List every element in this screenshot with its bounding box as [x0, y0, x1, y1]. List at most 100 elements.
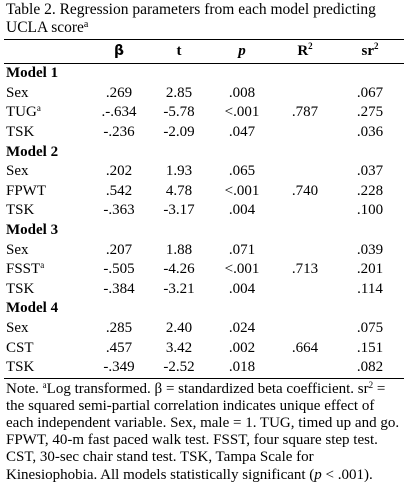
cell-beta: .285 — [105, 320, 133, 337]
table-row: FSSTa -.505 -4.26 <.001 .713 .201 — [4, 260, 404, 280]
cell-t: 1.88 — [165, 241, 193, 258]
model-heading-row: Model 2 — [4, 142, 404, 162]
cell-r2: .740 — [291, 182, 319, 199]
cell-r2 — [274, 319, 336, 339]
cell-r2 — [274, 240, 336, 260]
cell-p: .004 — [228, 280, 256, 297]
header-p: p — [238, 43, 246, 59]
table-row: TSK -.384 -3.21 .004 .114 — [4, 280, 404, 300]
table-caption: Table 2. Regression parameters from each… — [6, 1, 376, 36]
cell-p: <.001 — [224, 261, 260, 278]
header-beta: β — [113, 43, 125, 59]
cell-p: .065 — [228, 163, 256, 180]
cell-sr2: .228 — [356, 182, 384, 199]
variable-footnote-mark: a — [36, 103, 41, 114]
table-row: Sex .207 1.88 .071 .039 — [4, 240, 404, 260]
cell-p: <.001 — [224, 104, 260, 121]
cell-beta: -.363 — [103, 202, 135, 219]
cell-sr2: .151 — [356, 339, 384, 356]
cell-variable: FSSTa — [6, 260, 45, 278]
table-body: Model 1 Sex .269 2.85 .008 .067 TUGa .-.634 -5.7… — [4, 64, 404, 379]
model-title: Model 1 — [6, 65, 59, 82]
cell-r2: .713 — [291, 261, 319, 278]
cell-variable: Sex — [6, 241, 29, 258]
cell-t: -4.26 — [163, 261, 195, 278]
cell-t: -2.09 — [163, 124, 195, 141]
cell-p: .071 — [228, 241, 256, 258]
cell-sr2: .036 — [356, 124, 384, 141]
cell-sr2: .082 — [336, 357, 404, 379]
header-r2: R2 — [297, 41, 313, 60]
cell-p: .002 — [228, 339, 256, 356]
model-heading-row: Model 4 — [4, 299, 404, 319]
cell-sr2: .201 — [356, 261, 384, 278]
table-row: Sex .202 1.93 .065 .037 — [4, 162, 404, 182]
table-row: TSK -.236 -2.09 .047 .036 — [4, 123, 404, 143]
cell-beta: .202 — [105, 163, 133, 180]
cell-beta: .542 — [105, 182, 133, 199]
cell-sr2: .067 — [356, 84, 384, 101]
cell-variable: TSK — [6, 280, 35, 297]
variable-footnote-mark: a — [40, 260, 45, 271]
cell-r2 — [274, 162, 336, 182]
cell-beta: -.236 — [103, 124, 135, 141]
cell-beta: .269 — [105, 84, 133, 101]
cell-beta: -.349 — [90, 357, 148, 379]
header-sr2: sr2 — [361, 41, 379, 60]
table-row: FPWT .542 4.78 <.001 .740 .228 — [4, 182, 404, 202]
cell-t: 4.78 — [165, 182, 193, 199]
table-row: Sex .285 2.40 .024 .075 — [4, 319, 404, 339]
cell-variable: Sex — [6, 163, 29, 180]
model-title: Model 4 — [6, 300, 59, 317]
cell-r2: .787 — [291, 104, 319, 121]
cell-beta: .-.634 — [101, 104, 137, 121]
cell-p: .008 — [228, 84, 256, 101]
cell-sr2: .114 — [357, 280, 383, 297]
cell-variable: TSK — [6, 124, 35, 141]
cell-variable: FPWT — [6, 182, 47, 199]
cell-p: .004 — [228, 202, 256, 219]
cell-r2 — [274, 357, 336, 379]
cell-r2: .664 — [291, 339, 319, 356]
cell-variable: TSK — [6, 202, 35, 219]
cell-r2 — [274, 84, 336, 104]
regression-table: β t p R2 sr2 Model 1 Sex .269 2.85 .008 .067 T… — [4, 39, 404, 379]
cell-sr2: .075 — [356, 320, 384, 337]
cell-p: .024 — [228, 320, 256, 337]
cell-beta: -.505 — [103, 261, 135, 278]
cell-t: 1.93 — [165, 163, 193, 180]
cell-t: -3.21 — [163, 280, 195, 297]
model-heading-row: Model 3 — [4, 221, 404, 241]
cell-r2 — [274, 201, 336, 221]
table-row: TSK -.349 -2.52.018 .082 — [4, 357, 404, 379]
table-row: TUGa .-.634 -5.78 <.001 .787 .275 — [4, 103, 404, 123]
header-variable — [4, 40, 90, 64]
cell-variable: CST — [6, 339, 34, 356]
model-heading-row: Model 1 — [4, 64, 404, 84]
cell-beta: .457 — [105, 339, 133, 356]
cell-beta: .207 — [105, 241, 133, 258]
table-row: CST .457 3.42 .002 .664 .151 — [4, 338, 404, 358]
cell-p: .018 — [210, 357, 274, 379]
cell-variable: TUGa — [6, 103, 41, 121]
cell-sr2: .100 — [356, 202, 384, 219]
cell-r2 — [274, 280, 336, 300]
model-title: Model 2 — [6, 143, 59, 160]
regression-table-figure: Table 2. Regression parameters from each… — [4, 1, 404, 484]
cell-beta: -.384 — [103, 280, 135, 297]
table-note: Note. aLog transformed. β = standardized… — [6, 379, 400, 483]
cell-t: -2.52 — [148, 357, 210, 379]
cell-t: -5.78 — [163, 104, 195, 121]
cell-p: .047 — [228, 124, 256, 141]
cell-sr2: .037 — [356, 163, 384, 180]
cell-variable: Sex — [6, 84, 29, 101]
cell-t: 2.40 — [165, 320, 193, 337]
model-title: Model 3 — [6, 222, 59, 239]
cell-r2 — [274, 123, 336, 143]
table-row: TSK -.363 -3.17 .004 .100 — [4, 201, 404, 221]
cell-variable: TSK — [4, 357, 90, 379]
header-t: t — [176, 43, 182, 59]
cell-t: 3.42 — [165, 339, 193, 356]
cell-t: -3.17 — [163, 202, 195, 219]
cell-t: 2.85 — [165, 84, 193, 101]
